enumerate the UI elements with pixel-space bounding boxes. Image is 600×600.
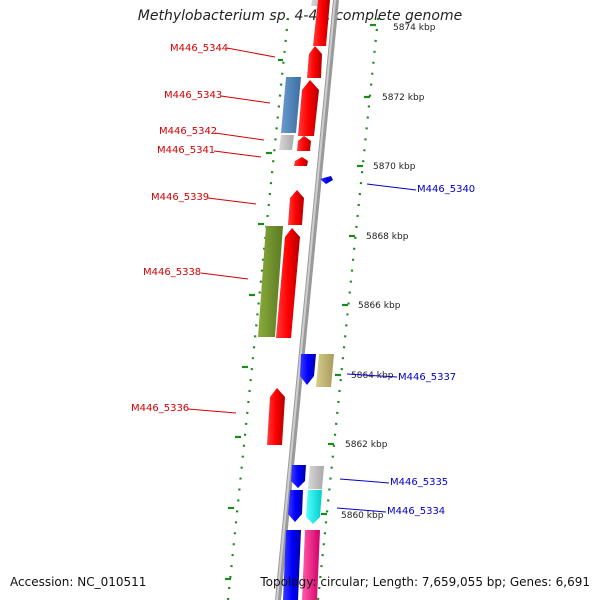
gene-arrow: [300, 354, 316, 385]
gene-block: [316, 354, 334, 387]
left-gene-labels: M446_5344 M446_5343 M446_5342 M446_5341 …: [131, 43, 276, 414]
gene-arrow: [291, 465, 306, 488]
gene-label-M446_5343[interactable]: M446_5343: [164, 90, 222, 101]
kbp-label: 5872 kbp: [382, 93, 425, 103]
kbp-label: 5866 kbp: [358, 301, 401, 311]
gene-blocks: [258, 0, 334, 600]
gene-label-M446_5339[interactable]: M446_5339: [151, 192, 209, 203]
gene-label-M446_5334[interactable]: M446_5334: [387, 506, 445, 517]
gene-block: [258, 226, 283, 337]
gene-arrow: [288, 190, 304, 225]
gene-block: [313, 0, 330, 46]
kbp-label: 5870 kbp: [373, 162, 416, 172]
gene-label-M446_5336[interactable]: M446_5336: [131, 403, 189, 414]
gene-arrow: [297, 136, 311, 151]
gene-arrow: [307, 46, 322, 78]
right-gene-labels: M446_5340 M446_5337 M446_5335 M446_5334: [336, 183, 475, 517]
gene-arrow: [320, 176, 333, 184]
gene-block: [302, 530, 320, 600]
kbp-label: 5860 kbp: [341, 511, 384, 521]
gene-block: [306, 490, 322, 524]
gene-label-M446_5335[interactable]: M446_5335: [390, 477, 448, 488]
topology-text: Topology: circular; Length: 7,659,055 bp…: [260, 575, 590, 589]
gene-block: [283, 530, 301, 600]
accession-text: Accession: NC_010511: [10, 575, 147, 589]
gene-label-M446_5344[interactable]: M446_5344: [170, 43, 228, 54]
kbp-label: 5862 kbp: [345, 440, 388, 450]
gene-arrow: [288, 490, 303, 522]
gene-label-M446_5338[interactable]: M446_5338: [143, 267, 201, 278]
kbp-label: 5874 kbp: [393, 23, 436, 33]
kbp-label: 5868 kbp: [366, 232, 409, 242]
gene-block: [308, 466, 324, 489]
gene-block: [281, 77, 301, 133]
gene-arrow: [276, 228, 300, 338]
gene-block: [279, 135, 294, 150]
kbp-labels: 5874 kbp 5872 kbp 5870 kbp 5868 kbp 5866…: [341, 23, 436, 521]
gene-arrow: [294, 157, 308, 166]
genome-title: Methylobacterium sp. 4-46, complete geno…: [137, 8, 463, 24]
right-track-ticks: [321, 23, 376, 516]
gene-label-M446_5340[interactable]: M446_5340: [417, 184, 475, 195]
gene-arrow: [267, 388, 285, 445]
gene-label-M446_5337[interactable]: M446_5337: [398, 372, 456, 383]
gene-label-M446_5342[interactable]: M446_5342: [159, 126, 217, 137]
left-track-ticks: [225, 58, 283, 581]
gene-arrow: [298, 80, 319, 136]
gene-label-M446_5341[interactable]: M446_5341: [157, 145, 215, 156]
